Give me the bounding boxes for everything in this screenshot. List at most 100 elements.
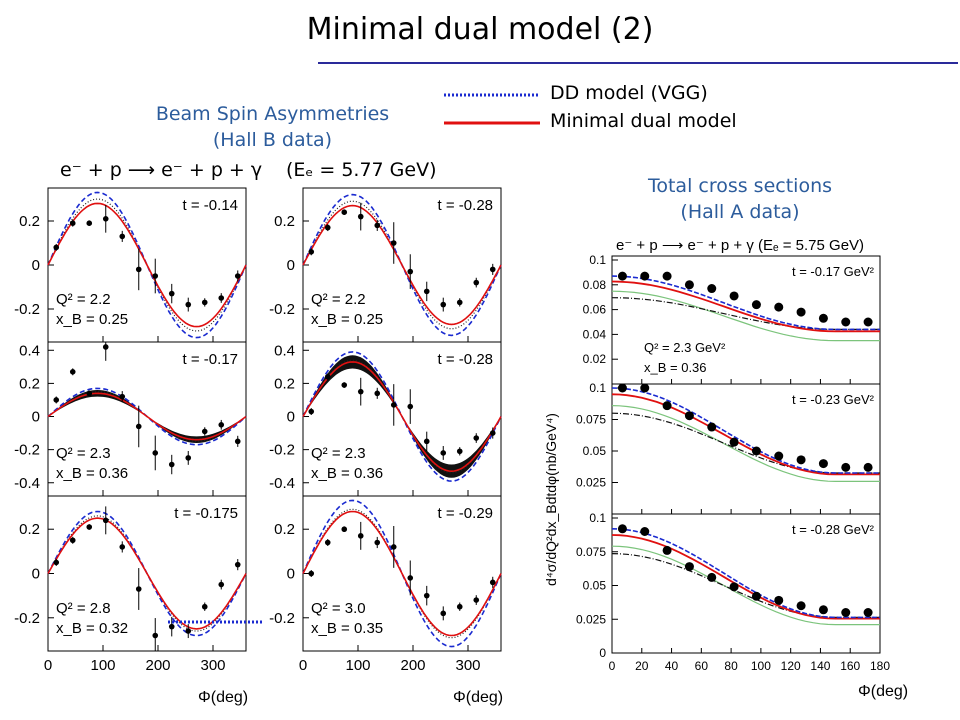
data-point — [796, 455, 806, 465]
data-point — [324, 224, 331, 231]
data-point — [324, 373, 331, 380]
y-tick-label: 0.05 — [583, 579, 607, 593]
y-tick-label: 0 — [287, 566, 295, 583]
data-point — [640, 271, 650, 281]
bsa-x-label-right: Φ(deg) — [453, 689, 503, 706]
data-point — [357, 213, 364, 220]
y-tick-label: -0.2 — [269, 610, 295, 627]
minimal-dual-curve — [302, 361, 502, 473]
x-tick-label: 300 — [200, 657, 225, 674]
y-tick-label: 0.1 — [589, 381, 606, 395]
data-point — [751, 591, 761, 601]
x-tick-label: 100 — [345, 657, 370, 674]
dd-model-curve — [611, 387, 880, 474]
x-tick-label: 0 — [44, 657, 52, 674]
data-point — [774, 302, 784, 312]
data-point — [407, 575, 414, 581]
tcs-panel-2: 0.1 0.075 0.05 0.025 t = -0.23 GeV² — [576, 381, 881, 515]
left-heading-line1: Beam Spin Asymmetries — [155, 103, 390, 125]
data-point — [863, 462, 873, 472]
data-point — [135, 266, 142, 273]
data-point — [617, 524, 627, 534]
data-point — [53, 559, 60, 566]
dashdot-curve — [611, 412, 880, 474]
data-point — [841, 462, 851, 472]
data-point — [796, 307, 806, 317]
y-tick-label: 0.02 — [583, 352, 607, 366]
minimal-dual-curve — [611, 393, 880, 476]
y-tick-label: 0.2 — [19, 213, 40, 230]
data-point — [423, 288, 430, 295]
data-point — [662, 271, 672, 281]
data-point — [234, 438, 241, 445]
q2-annotation: Q² = 2.2 — [56, 291, 111, 308]
data-point — [168, 290, 175, 297]
x-tick-label: 40 — [665, 659, 679, 673]
xb-annotation: x_B = 0.36 — [311, 465, 383, 482]
data-point — [796, 601, 806, 611]
data-point — [489, 430, 496, 436]
minimal-dual-curve — [47, 202, 247, 328]
data-point — [423, 438, 430, 445]
left-reaction: e⁻ + p ⟶ e⁻ + p + γ — [60, 159, 263, 181]
y-tick-label: 0.1 — [589, 511, 606, 525]
data-point — [234, 273, 241, 279]
data-point — [152, 632, 159, 639]
tcs-panel-1: 0.1 0.08 0.06 0.04 0.02 t = -0.17 GeV² Q² = 2.… — [583, 253, 881, 385]
y-tick-label: -0.2 — [14, 442, 40, 459]
y-tick-label: 0.05 — [583, 444, 607, 458]
data-point — [617, 271, 627, 281]
data-point — [456, 603, 463, 610]
data-point — [473, 597, 480, 603]
data-point — [863, 317, 873, 327]
data-point — [218, 421, 225, 428]
x-tick-label: 100 — [751, 659, 771, 673]
x-tick-label: 120 — [781, 659, 801, 673]
data-point — [473, 279, 480, 286]
title-rule — [318, 62, 958, 64]
t-annotation: t = -0.23 GeV² — [792, 392, 875, 407]
data-point — [69, 537, 76, 544]
data-point — [407, 268, 414, 275]
data-point — [69, 369, 76, 375]
y-tick-label: -0.2 — [14, 610, 40, 627]
y-tick-label: 0 — [32, 409, 40, 426]
data-point — [168, 623, 175, 630]
data-point — [440, 450, 447, 456]
data-point — [119, 233, 126, 240]
data-point — [863, 608, 873, 617]
data-point — [185, 301, 192, 308]
q2-annotation: Q² = 2.3 — [56, 445, 111, 462]
data-point — [102, 517, 109, 524]
y-tick-label: 0 — [287, 409, 295, 426]
y-tick-label: 0 — [32, 257, 40, 274]
dd-model-curve — [611, 275, 880, 331]
data-point — [324, 539, 331, 546]
x-tick-label: 60 — [695, 659, 709, 673]
y-tick-label: 0.4 — [274, 342, 295, 359]
data-point — [456, 448, 463, 455]
y-tick-label: 0.04 — [583, 327, 607, 341]
data-point — [774, 595, 784, 605]
data-point — [308, 249, 315, 255]
x-tick-label: 300 — [455, 657, 480, 674]
q2-annotation: Q² = 2.8 — [56, 600, 111, 617]
data-point — [53, 244, 60, 251]
bsa-panel-2: 0.2 0 -0.2 t = -0.28 Q² = 2.2 x_B = 0.25 — [269, 187, 502, 343]
data-point — [308, 570, 315, 577]
xb-annotation: x_B = 0.35 — [311, 620, 383, 637]
data-point — [218, 581, 225, 588]
tcs-y-label: d⁴σ/dQ²dx_Bdtdφ(nb/GeV⁴) — [543, 413, 559, 586]
data-point — [390, 402, 397, 408]
data-point — [617, 383, 627, 393]
data-point — [440, 610, 447, 617]
bsa-panel-4: 0.4 0.2 0 -0.2 -0.4 t = -0.28 Q² = 2.3 x_B = 0.… — [269, 341, 502, 497]
data-point — [473, 435, 480, 441]
data-point — [707, 284, 717, 294]
y-tick-label: 0.025 — [576, 476, 606, 490]
data-point — [729, 291, 739, 301]
x-tick-label: 200 — [400, 657, 425, 674]
data-point — [357, 388, 364, 395]
data-point — [841, 608, 851, 617]
